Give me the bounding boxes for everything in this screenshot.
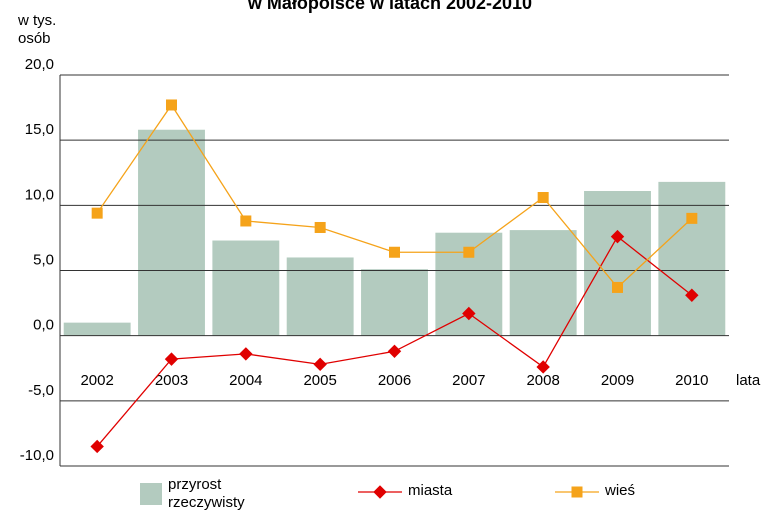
chart-title: w Małopolsce w latach 2002-2010 — [247, 0, 532, 13]
bar — [509, 230, 577, 336]
x-tick-label: 2004 — [229, 372, 262, 389]
y-tick-label: 15,0 — [25, 121, 54, 138]
x-tick-label: 2010 — [675, 372, 708, 389]
y-tick-label: -5,0 — [28, 382, 54, 399]
point — [463, 246, 475, 258]
point — [240, 215, 252, 227]
point — [90, 439, 104, 454]
point — [389, 246, 400, 258]
y-tick-label: -10,0 — [20, 447, 54, 464]
point — [685, 288, 699, 302]
x-tick-label: 2008 — [526, 372, 559, 389]
legend-swatch — [140, 483, 162, 505]
point — [462, 306, 476, 321]
x-tick-label: 2002 — [80, 372, 113, 389]
bar — [658, 181, 726, 336]
point — [536, 360, 550, 374]
point — [610, 229, 625, 244]
x-tick-label: 2003 — [155, 372, 188, 389]
bar — [361, 269, 428, 336]
point — [91, 207, 103, 219]
point — [537, 192, 549, 204]
x-axis-label: lata — [736, 372, 761, 389]
y-tick-label: 20,0 — [25, 56, 54, 73]
bar — [584, 190, 651, 336]
bar — [63, 322, 131, 336]
y-axis-label: w tys. osób — [18, 12, 57, 47]
y-tick-label: 5,0 — [33, 251, 54, 268]
point — [239, 347, 253, 361]
legend-label: miasta — [408, 482, 453, 499]
point — [686, 212, 698, 224]
x-tick-label: 2005 — [303, 372, 336, 389]
legend-marker — [373, 485, 387, 499]
point — [612, 281, 623, 293]
point — [314, 221, 326, 233]
y-tick-label: 10,0 — [25, 186, 54, 203]
x-tick-label: 2006 — [378, 372, 411, 389]
point — [164, 352, 179, 366]
legend-label: wieś — [605, 482, 636, 499]
bar — [138, 129, 205, 336]
legend-label: przyrost rzeczywisty — [168, 476, 245, 511]
y-tick-label: 0,0 — [33, 317, 54, 334]
point — [387, 344, 402, 359]
x-tick-label: 2009 — [601, 372, 634, 389]
point — [166, 99, 177, 111]
bar — [286, 257, 354, 336]
bar — [212, 240, 280, 336]
legend-marker — [571, 486, 583, 498]
x-tick-label: 2007 — [452, 372, 485, 389]
point — [313, 357, 327, 372]
